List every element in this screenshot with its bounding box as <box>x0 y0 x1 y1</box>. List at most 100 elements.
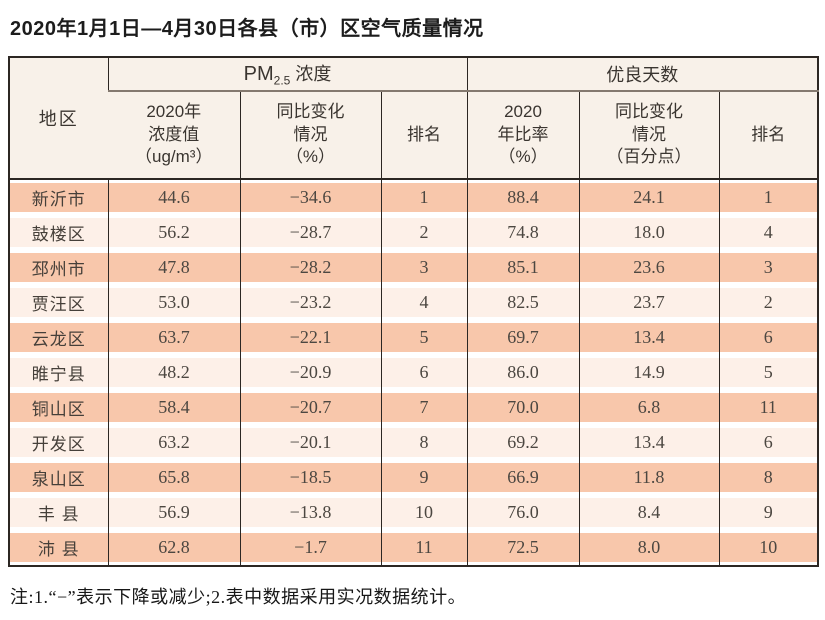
region-cell: 丰 县 <box>9 495 108 530</box>
good-rank-cell: 3 <box>718 250 819 285</box>
good-rank-cell: 5 <box>718 355 819 390</box>
pm-value-cell: 62.8 <box>107 530 240 566</box>
good-rank-cell: 11 <box>718 390 819 425</box>
good-change-cell: 11.8 <box>578 460 720 495</box>
pm-change-cell: −23.2 <box>239 285 381 320</box>
pm-rank-cell: 3 <box>380 250 468 285</box>
table-row: 沛 县 62.8 −1.7 11 72.5 8.0 10 <box>9 530 819 566</box>
pm-rank-cell: 8 <box>380 425 468 460</box>
pm-change-cell: −22.1 <box>239 320 381 355</box>
table-body: 新沂市 44.6 −34.6 1 88.4 24.1 1 鼓楼区 56.2 −2… <box>9 179 819 566</box>
pm-value-cell: 47.8 <box>107 250 240 285</box>
group-header-row: 地区 PM2.5 浓度 优良天数 <box>9 57 819 180</box>
table-row: 邳州市 47.8 −28.2 3 85.1 23.6 3 <box>9 250 819 285</box>
table-row: 开发区 63.2 −20.1 8 69.2 13.4 6 <box>9 425 819 460</box>
subheader-pm-change: 同比变化 情况 （%） <box>239 91 381 180</box>
air-quality-table: 地区 PM2.5 浓度 优良天数 2020年 浓度值 （ug/m³） 同比变化 … <box>8 56 820 567</box>
pm-rank-cell: 5 <box>380 320 468 355</box>
group-header-pm25: PM2.5 浓度 <box>107 57 468 92</box>
good-change-cell: 23.7 <box>578 285 720 320</box>
table-row: 丰 县 56.9 −13.8 10 76.0 8.4 9 <box>9 495 819 530</box>
good-rate-cell: 85.1 <box>466 250 580 285</box>
table-row: 贾汪区 53.0 −23.2 4 82.5 23.7 2 <box>9 285 819 320</box>
region-cell: 睢宁县 <box>9 355 108 390</box>
good-rank-cell: 9 <box>718 495 819 530</box>
footnote: 注:1.“−”表示下降或减少;2.表中数据采用实况数据统计。 <box>10 587 467 607</box>
good-change-cell: 13.4 <box>578 425 720 460</box>
pm-value-cell: 63.7 <box>107 320 240 355</box>
sub-header-row: 2020年 浓度值 （ug/m³） 同比变化 情况 （%） 排名 2020 年比… <box>9 91 819 180</box>
good-rate-cell: 82.5 <box>466 285 580 320</box>
good-change-cell: 8.0 <box>578 530 720 566</box>
good-change-cell: 13.4 <box>578 320 720 355</box>
good-rate-cell: 70.0 <box>466 390 580 425</box>
good-rank-cell: 6 <box>718 320 819 355</box>
pm-rank-cell: 10 <box>380 495 468 530</box>
table-row: 新沂市 44.6 −34.6 1 88.4 24.1 1 <box>9 179 819 215</box>
good-rank-cell: 2 <box>718 285 819 320</box>
region-cell: 泉山区 <box>9 460 108 495</box>
pm-rank-cell: 1 <box>380 179 468 215</box>
table-row: 鼓楼区 56.2 −28.7 2 74.8 18.0 4 <box>9 215 819 250</box>
good-rate-cell: 76.0 <box>466 495 580 530</box>
good-change-cell: 23.6 <box>578 250 720 285</box>
pm-rank-cell: 7 <box>380 390 468 425</box>
good-rate-cell: 88.4 <box>466 179 580 215</box>
pm25-suffix-label: 浓度 <box>290 64 332 85</box>
region-cell: 鼓楼区 <box>9 215 108 250</box>
pm25-prefix-label: PM <box>243 63 274 86</box>
subheader-good-change: 同比变化 情况 （百分点） <box>578 91 720 180</box>
region-cell: 新沂市 <box>9 179 108 215</box>
region-cell: 开发区 <box>9 425 108 460</box>
good-change-cell: 18.0 <box>578 215 720 250</box>
pm25-subscript-label: 2.5 <box>273 73 291 88</box>
pm-rank-cell: 6 <box>380 355 468 390</box>
pm-rank-cell: 11 <box>380 530 468 566</box>
good-rate-cell: 86.0 <box>466 355 580 390</box>
good-rate-cell: 69.2 <box>466 425 580 460</box>
group-header-good-days: 优良天数 <box>466 57 819 92</box>
table-row: 睢宁县 48.2 −20.9 6 86.0 14.9 5 <box>9 355 819 390</box>
good-change-cell: 8.4 <box>578 495 720 530</box>
good-rank-cell: 10 <box>718 530 819 566</box>
pm-value-cell: 65.8 <box>107 460 240 495</box>
subheader-good-rank: 排名 <box>718 91 819 180</box>
pm-value-cell: 53.0 <box>107 285 240 320</box>
pm-value-cell: 48.2 <box>107 355 240 390</box>
pm-rank-cell: 9 <box>380 460 468 495</box>
pm-change-cell: −28.7 <box>239 215 381 250</box>
pm-value-cell: 56.9 <box>107 495 240 530</box>
pm-rank-cell: 4 <box>380 285 468 320</box>
good-rank-cell: 1 <box>718 179 819 215</box>
pm-value-cell: 44.6 <box>107 179 240 215</box>
pm-change-cell: −18.5 <box>239 460 381 495</box>
pm-value-cell: 58.4 <box>107 390 240 425</box>
table-row: 泉山区 65.8 −18.5 9 66.9 11.8 8 <box>9 460 819 495</box>
pm-change-cell: −1.7 <box>239 530 381 566</box>
subheader-good-rate: 2020 年比率 （%） <box>466 91 580 180</box>
region-cell: 云龙区 <box>9 320 108 355</box>
page-title: 2020年1月1日—4月30日各县（市）区空气质量情况 <box>10 18 484 40</box>
table-row: 云龙区 63.7 −22.1 5 69.7 13.4 6 <box>9 320 819 355</box>
corner-header-region: 地区 <box>9 57 108 180</box>
good-rank-cell: 6 <box>718 425 819 460</box>
good-rate-cell: 72.5 <box>466 530 580 566</box>
pm-rank-cell: 2 <box>380 215 468 250</box>
good-change-cell: 24.1 <box>578 179 720 215</box>
pm-change-cell: −20.7 <box>239 390 381 425</box>
good-rate-cell: 74.8 <box>466 215 580 250</box>
pm-value-cell: 56.2 <box>107 215 240 250</box>
good-rank-cell: 4 <box>718 215 819 250</box>
pm-change-cell: −20.1 <box>239 425 381 460</box>
pm-change-cell: −13.8 <box>239 495 381 530</box>
pm-change-cell: −28.2 <box>239 250 381 285</box>
good-rate-cell: 69.7 <box>466 320 580 355</box>
good-change-cell: 14.9 <box>578 355 720 390</box>
pm-value-cell: 63.2 <box>107 425 240 460</box>
region-cell: 贾汪区 <box>9 285 108 320</box>
region-cell: 沛 县 <box>9 530 108 566</box>
good-rate-cell: 66.9 <box>466 460 580 495</box>
good-change-cell: 6.8 <box>578 390 720 425</box>
page: 2020年1月1日—4月30日各县（市）区空气质量情况 地区 PM2.5 浓度 … <box>0 12 825 620</box>
subheader-pm-rank: 排名 <box>380 91 468 180</box>
